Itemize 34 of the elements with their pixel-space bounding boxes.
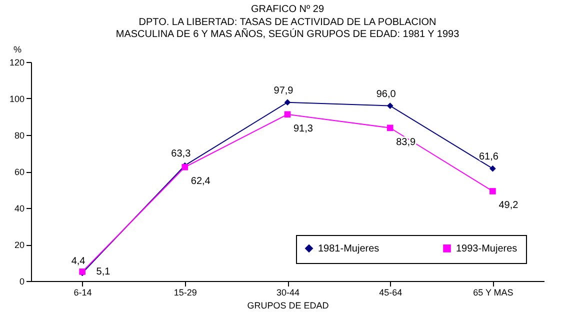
data-label: 62,4 — [190, 176, 211, 188]
data-label: 61,6 — [478, 152, 499, 163]
y-tick-label: 100 — [9, 94, 24, 104]
data-label: 96,0 — [376, 88, 396, 100]
point — [386, 124, 394, 132]
y-axis-title: % — [13, 44, 22, 54]
data-label: 49,2 — [498, 200, 519, 212]
x-tick-label: 30-44 — [276, 288, 300, 298]
x-tick-label: 15-29 — [174, 288, 197, 298]
x-axis-title: GRUPOS DE EDAD — [247, 300, 330, 310]
data-label: 97,9 — [274, 85, 294, 96]
point — [284, 99, 291, 106]
y-tick-label: 120 — [9, 58, 24, 68]
x-tick-label: 65 Y MAS — [473, 288, 514, 298]
y-tick-label: 0 — [19, 276, 24, 286]
point — [490, 188, 496, 194]
y-tick-label: 40 — [14, 204, 24, 214]
legend-label: 1993-Mujeres — [456, 243, 518, 254]
legend-label: 1981-Mujeres — [318, 243, 380, 254]
x-tick-label: 45-64 — [379, 288, 402, 298]
chart-subtitle: DPTO. LA LIBERTAD: TASAS DE ACTIVIDAD DE LA POBLACION MASCULINA DE 6 Y MAS AÑOS, SEGÚN GRUPOS DE EDAD: 1981 Y 1993 — [116, 17, 460, 40]
y-tick-label: 60 — [14, 167, 24, 177]
data-label: 91,3 — [294, 123, 314, 134]
point — [490, 165, 496, 172]
point — [386, 102, 394, 109]
point — [284, 111, 291, 118]
chart-title: GRAFICO Nº 29 — [250, 4, 324, 15]
data-label: 4,4 — [71, 256, 86, 267]
data-label: 83,9 — [396, 136, 416, 148]
y-tick-label: 20 — [14, 240, 24, 250]
data-label: 63,3 — [171, 148, 192, 160]
x-tick-label: 6-14 — [74, 288, 92, 298]
data-label: 5,1 — [96, 266, 111, 278]
y-tick-label: 80 — [14, 130, 24, 140]
